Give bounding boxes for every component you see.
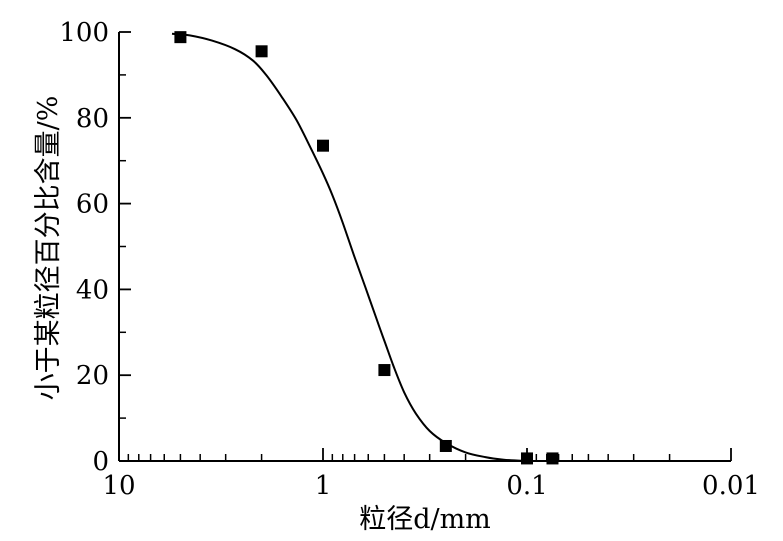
fitted-curve xyxy=(171,32,528,462)
x-axis-title: 粒径d/mm xyxy=(359,504,491,535)
fitted-curve-layer xyxy=(171,32,528,462)
y-axis-title: 小于某粒径百分比含量/% xyxy=(33,96,64,401)
plot-frame xyxy=(118,32,731,462)
y-tick-labels: 0 20 40 60 80 100 xyxy=(59,18,109,477)
x-axis-ticks xyxy=(118,448,732,461)
y-tick-label: 80 xyxy=(76,104,109,134)
y-tick-label: 60 xyxy=(76,190,109,220)
y-tick-label: 0 xyxy=(92,447,109,477)
x-tick-labels: 10 1 0.1 0.01 xyxy=(102,471,759,501)
x-tick-label: 1 xyxy=(315,471,332,501)
data-point-marker xyxy=(378,364,391,377)
data-point-marker xyxy=(546,452,559,465)
y-axis-ticks xyxy=(119,31,131,462)
data-point-marker xyxy=(174,31,187,44)
y-tick-label: 20 xyxy=(76,361,109,391)
data-point-marker xyxy=(317,139,329,152)
y-tick-label: 40 xyxy=(76,275,109,305)
data-points-layer xyxy=(174,31,559,465)
x-tick-label: 0.01 xyxy=(702,471,760,501)
data-point-marker xyxy=(439,439,452,452)
x-tick-label: 10 xyxy=(102,471,135,501)
data-point-marker xyxy=(255,45,268,58)
x-tick-label: 0.1 xyxy=(506,471,547,501)
data-point-marker xyxy=(521,452,533,465)
y-tick-label: 100 xyxy=(59,18,109,48)
